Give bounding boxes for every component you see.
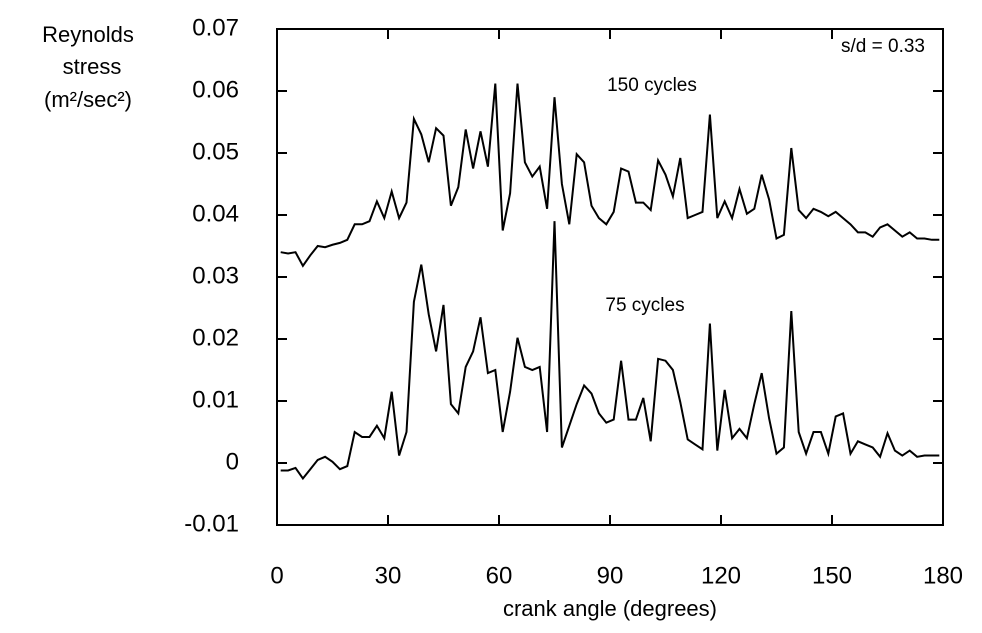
x-tick-label: 90 — [597, 562, 624, 589]
x-tick-label: 0 — [270, 562, 283, 589]
y-tick-label: 0.03 — [192, 262, 239, 289]
data-line — [280, 83, 940, 268]
y-axis-label: Reynolds — [42, 22, 134, 47]
data-line — [280, 221, 940, 481]
annotation: s/d = 0.33 — [841, 36, 925, 57]
y-tick-label: 0.05 — [192, 138, 239, 165]
y-tick-label: 0 — [226, 448, 239, 475]
x-tick-label: 30 — [375, 562, 402, 589]
y-tick-label: 0.07 — [192, 14, 239, 41]
plot-frame — [276, 28, 944, 526]
y-tick-label: -0.01 — [184, 510, 239, 537]
x-tick-label: 120 — [701, 562, 741, 589]
x-axis-label: crank angle (degrees) — [503, 596, 717, 621]
y-axis-label: stress — [63, 54, 122, 79]
y-tick-label: 0.04 — [192, 200, 239, 227]
x-tick-label: 150 — [812, 562, 852, 589]
y-axis-label: (m²/sec²) — [44, 87, 132, 112]
y-tick-label: 0.01 — [192, 386, 239, 413]
annotation: 75 cycles — [605, 295, 684, 316]
x-tick-label: 60 — [486, 562, 513, 589]
y-tick-label: 0.02 — [192, 324, 239, 351]
annotation: 150 cycles — [607, 75, 697, 96]
y-tick-label: 0.06 — [192, 76, 239, 103]
x-tick-label: 180 — [923, 562, 963, 589]
